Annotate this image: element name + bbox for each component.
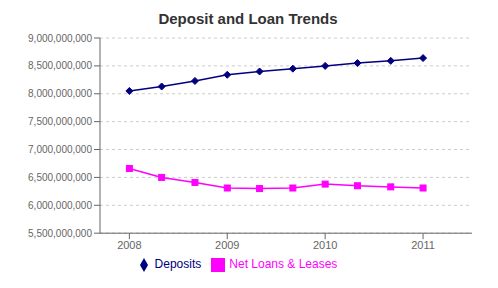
svg-text:2009: 2009 <box>215 239 239 251</box>
html-text:Deposits: Deposits <box>154 257 202 272</box>
html-text:Net Loans & Leases: Net Loans & Leases <box>229 257 338 272</box>
svg-text:5,500,000,000: 5,500,000,000 <box>28 228 92 239</box>
svg-text:6,500,000,000: 6,500,000,000 <box>28 172 92 183</box>
svg-text:2010: 2010 <box>313 239 337 251</box>
svg-text:9,000,000,000: 9,000,000,000 <box>28 33 92 44</box>
svg-text:2008: 2008 <box>117 239 141 251</box>
svg-text:7,000,000,000: 7,000,000,000 <box>28 144 92 155</box>
svg-text:6,000,000,000: 6,000,000,000 <box>28 200 92 211</box>
svg-text:8,000,000,000: 8,000,000,000 <box>28 88 92 99</box>
svg-text:8,500,000,000: 8,500,000,000 <box>28 60 92 71</box>
svg-text:2011: 2011 <box>411 239 435 251</box>
html-text:Deposit and Loan Trends: Deposit and Loan Trends <box>158 10 338 27</box>
svg-text:7,500,000,000: 7,500,000,000 <box>28 116 92 127</box>
